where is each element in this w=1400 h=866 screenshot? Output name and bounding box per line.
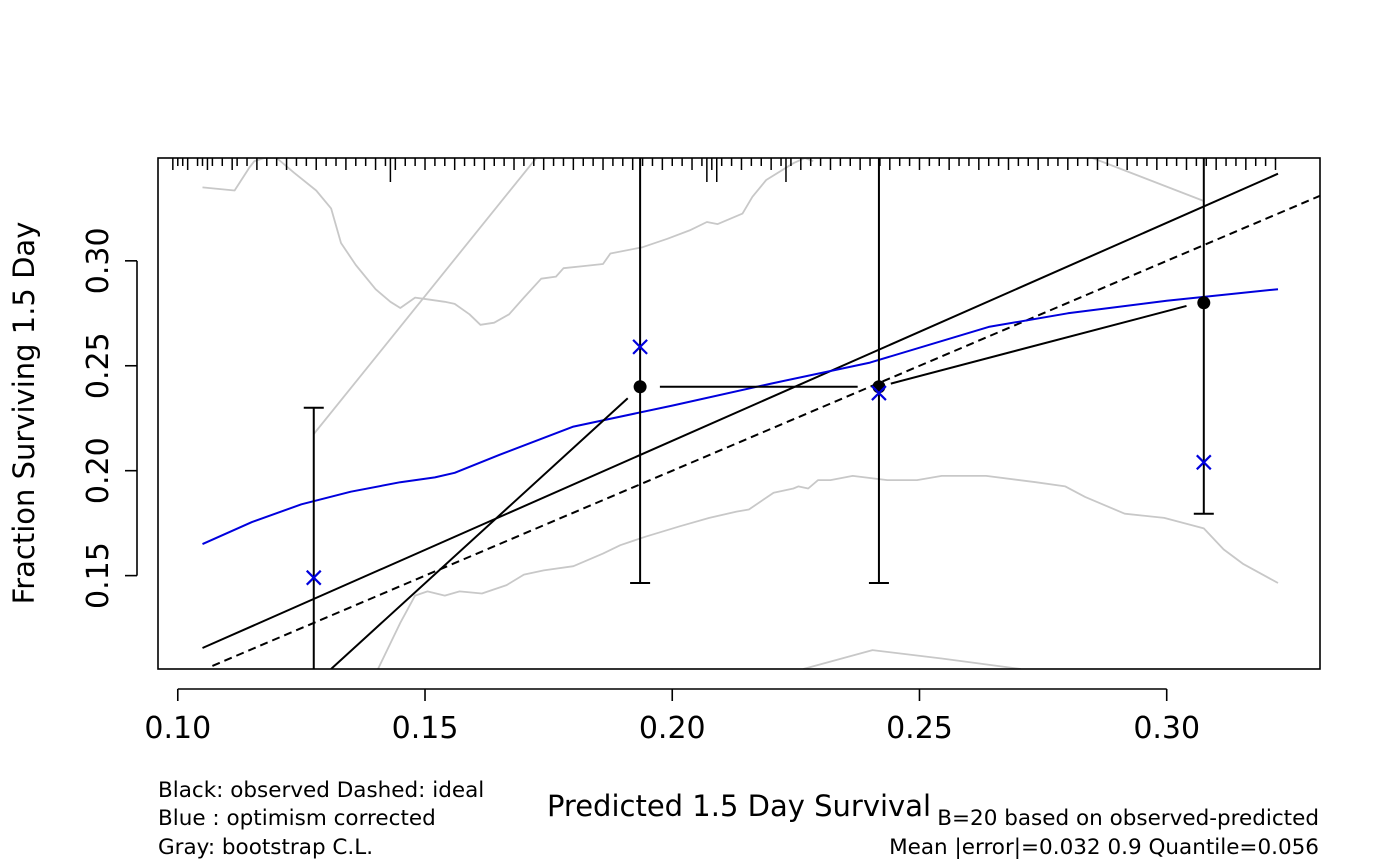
y-tick-label-1: 0.20 [81, 437, 116, 504]
y-tick-label-3: 0.30 [81, 227, 116, 294]
series-line-bootstrap-bottom [803, 649, 1021, 669]
plot-frame [157, 157, 1321, 670]
observed-point-1 [872, 380, 886, 394]
predicted-marker-3 [1196, 454, 1212, 471]
series-line-bootstrap-diagonal-upper [313, 158, 538, 435]
connector-line-2 [890, 304, 1187, 385]
predicted-marker-0 [305, 569, 322, 586]
predicted-marker-2 [871, 385, 887, 401]
series-line-observed [202, 172, 1279, 649]
legend-left-line-3: Gray: bootstrap C.L. [158, 835, 373, 860]
series-line-ideal [212, 194, 1320, 667]
legend-right-line-2: Mean |error|=0.032 0.9 Quantile=0.056 [889, 835, 1319, 860]
series-line-bootstrap-upper [202, 158, 814, 326]
connector-line-0 [330, 397, 629, 669]
predicted-marker-1 [632, 339, 648, 355]
observed-point-0 [633, 380, 647, 394]
y-tick-label-2: 0.25 [81, 332, 116, 399]
series-line-bootstrap-lower [377, 474, 1279, 669]
legend-left-line-1: Black: observed Dashed: ideal [158, 778, 484, 803]
legend-left-line-2: Blue : optimism corrected [158, 806, 436, 831]
y-axis-title: Fraction Surviving 1.5 Day [7, 222, 41, 605]
axes: 0.10 0.15 0.20 0.25 0.30 0.15 0.20 0.25 0.30 [81, 227, 1200, 746]
x-tick-label-3: 0.25 [886, 711, 953, 746]
x-axis-title: Predicted 1.5 Day Survival [547, 789, 931, 823]
plot-area [202, 158, 1320, 669]
x-tick-label-2: 0.20 [639, 711, 706, 746]
series-line-bootstrap-top-right [1092, 158, 1205, 202]
rug-ticks [172, 158, 1277, 182]
observed-point-2 [1197, 296, 1211, 310]
series-line-optimism-corrected [202, 288, 1279, 546]
legend-right-line-1: B=20 based on observed-predicted [937, 806, 1319, 831]
x-tick-label-1: 0.15 [392, 711, 459, 746]
x-tick-label-0: 0.10 [144, 711, 211, 746]
x-tick-label-4: 0.30 [1133, 711, 1200, 746]
y-tick-label-0: 0.15 [81, 542, 116, 609]
